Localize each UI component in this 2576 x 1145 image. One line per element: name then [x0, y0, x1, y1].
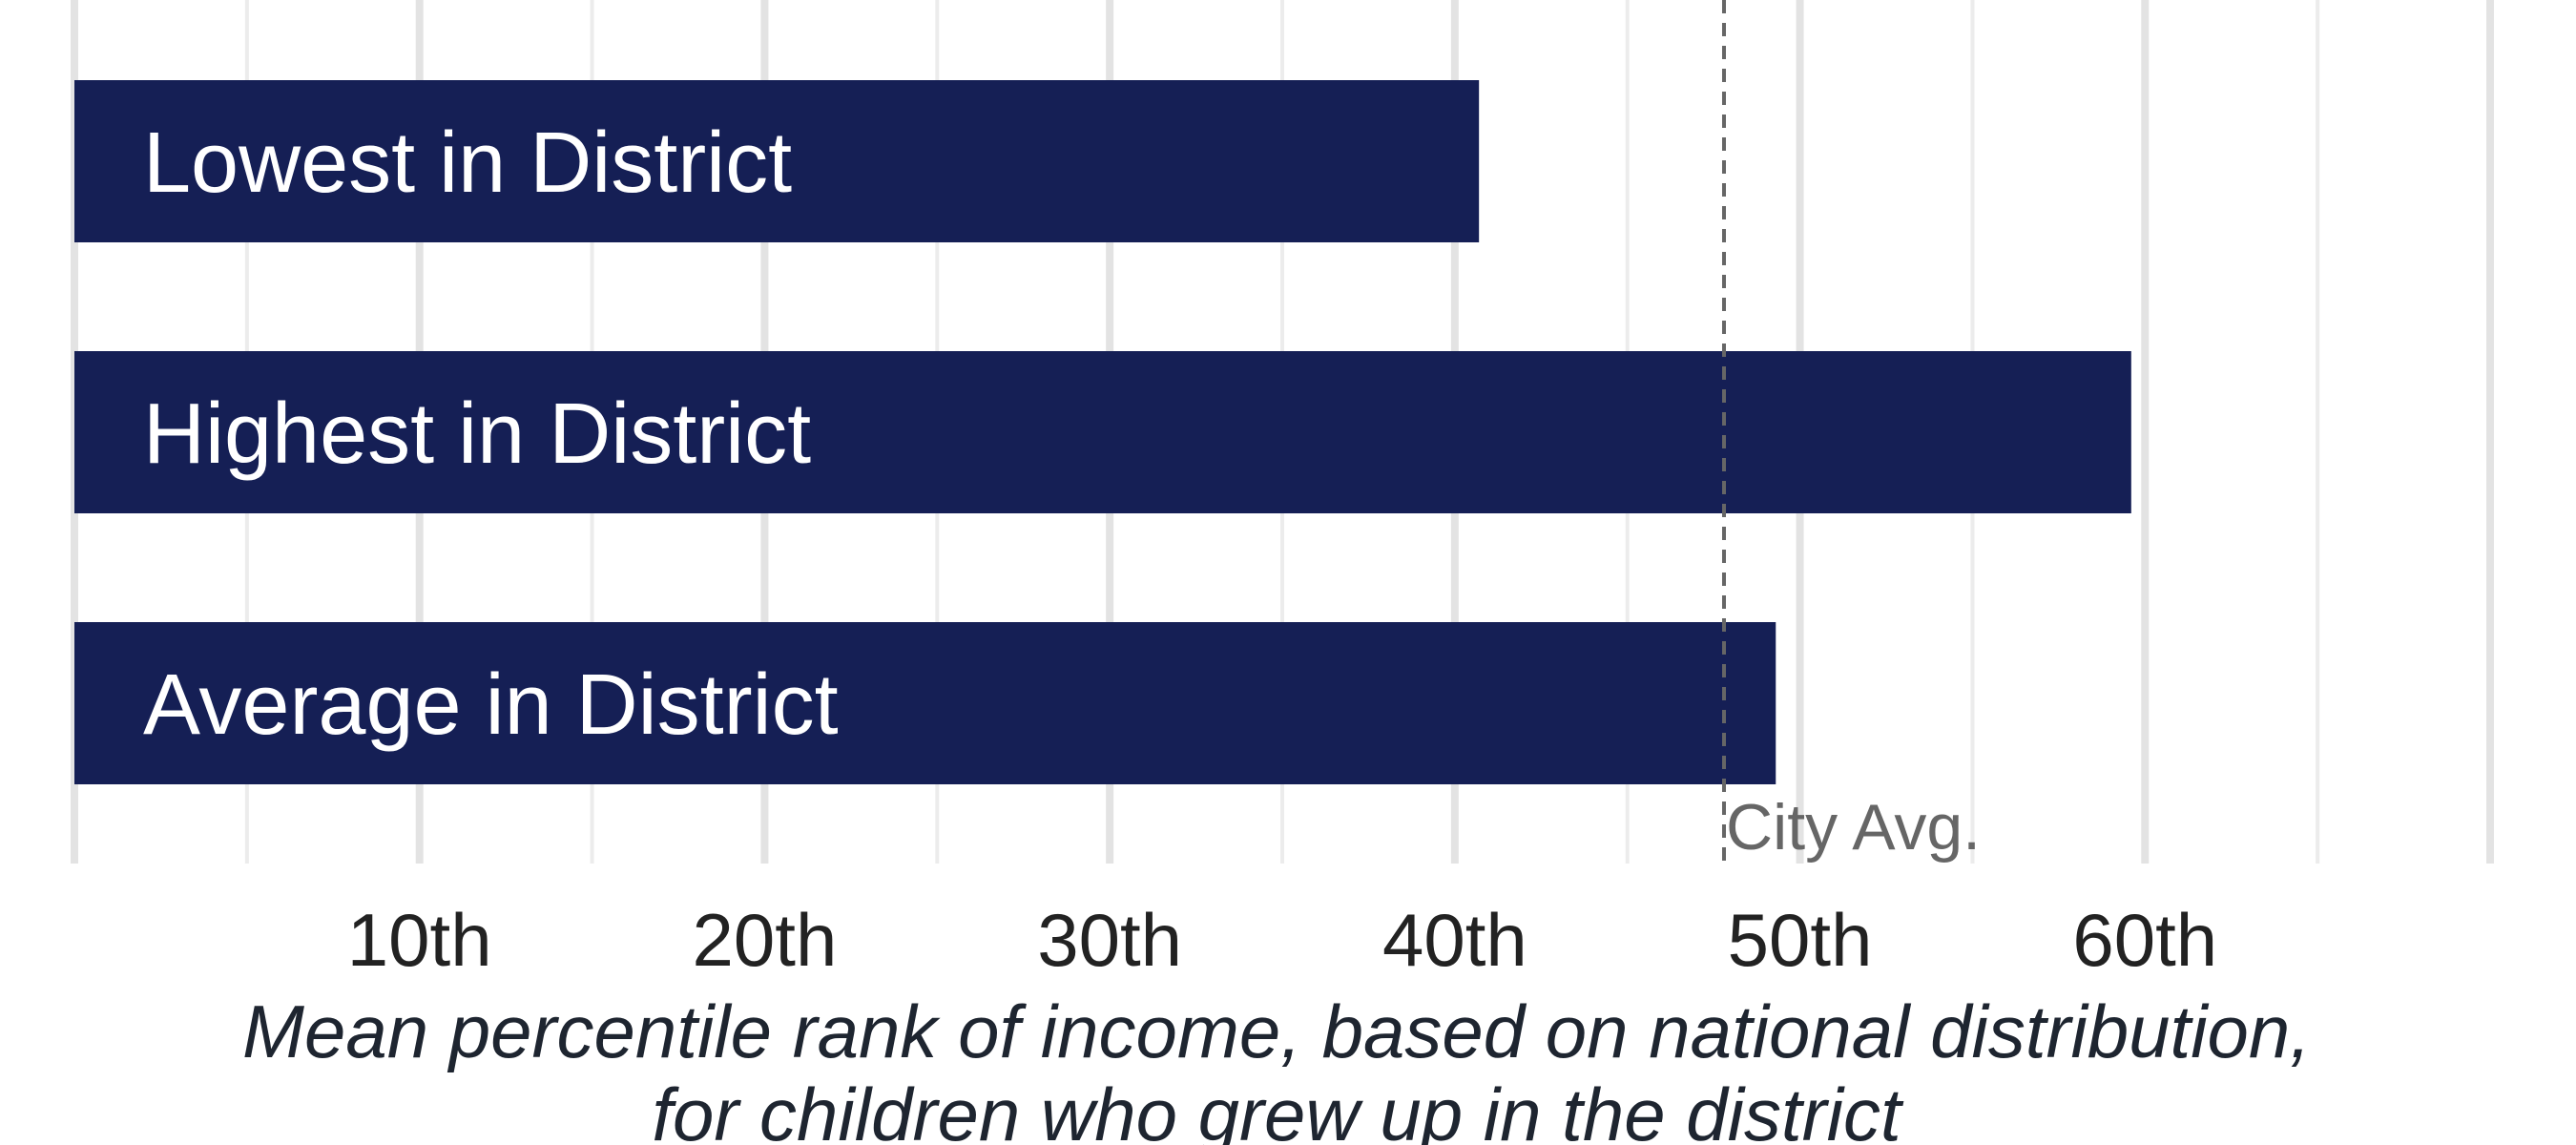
bar-label: Average in District	[143, 657, 839, 753]
bars: Lowest in District Highest in District Ave…	[74, 80, 2131, 784]
x-axis-title-line: Mean percentile rank of income, based on…	[242, 989, 2311, 1073]
x-tick-label: 60th	[2072, 898, 2217, 982]
bar	[74, 622, 1776, 784]
bar	[74, 80, 1480, 242]
x-tick-label: 40th	[1382, 898, 1527, 982]
x-tick-label: 30th	[1037, 898, 1182, 982]
bar-label: Highest in District	[143, 386, 811, 482]
reference-line-group: City Avg.	[1721, 0, 1981, 864]
x-axis-title: Mean percentile rank of income, based on…	[242, 989, 2311, 1145]
x-axis-title-line: for children who grew up in the district	[652, 1072, 1904, 1145]
city-average-label: City Avg.	[1726, 791, 1981, 864]
bar	[74, 351, 2131, 513]
x-tick-label: 20th	[693, 898, 838, 982]
x-tick-label: 10th	[347, 898, 492, 982]
x-axis-ticks: 10th 20th 30th 40th 50th 60th	[347, 898, 2217, 982]
x-tick-label: 50th	[1728, 898, 1873, 982]
bar-label: Lowest in District	[143, 115, 792, 211]
